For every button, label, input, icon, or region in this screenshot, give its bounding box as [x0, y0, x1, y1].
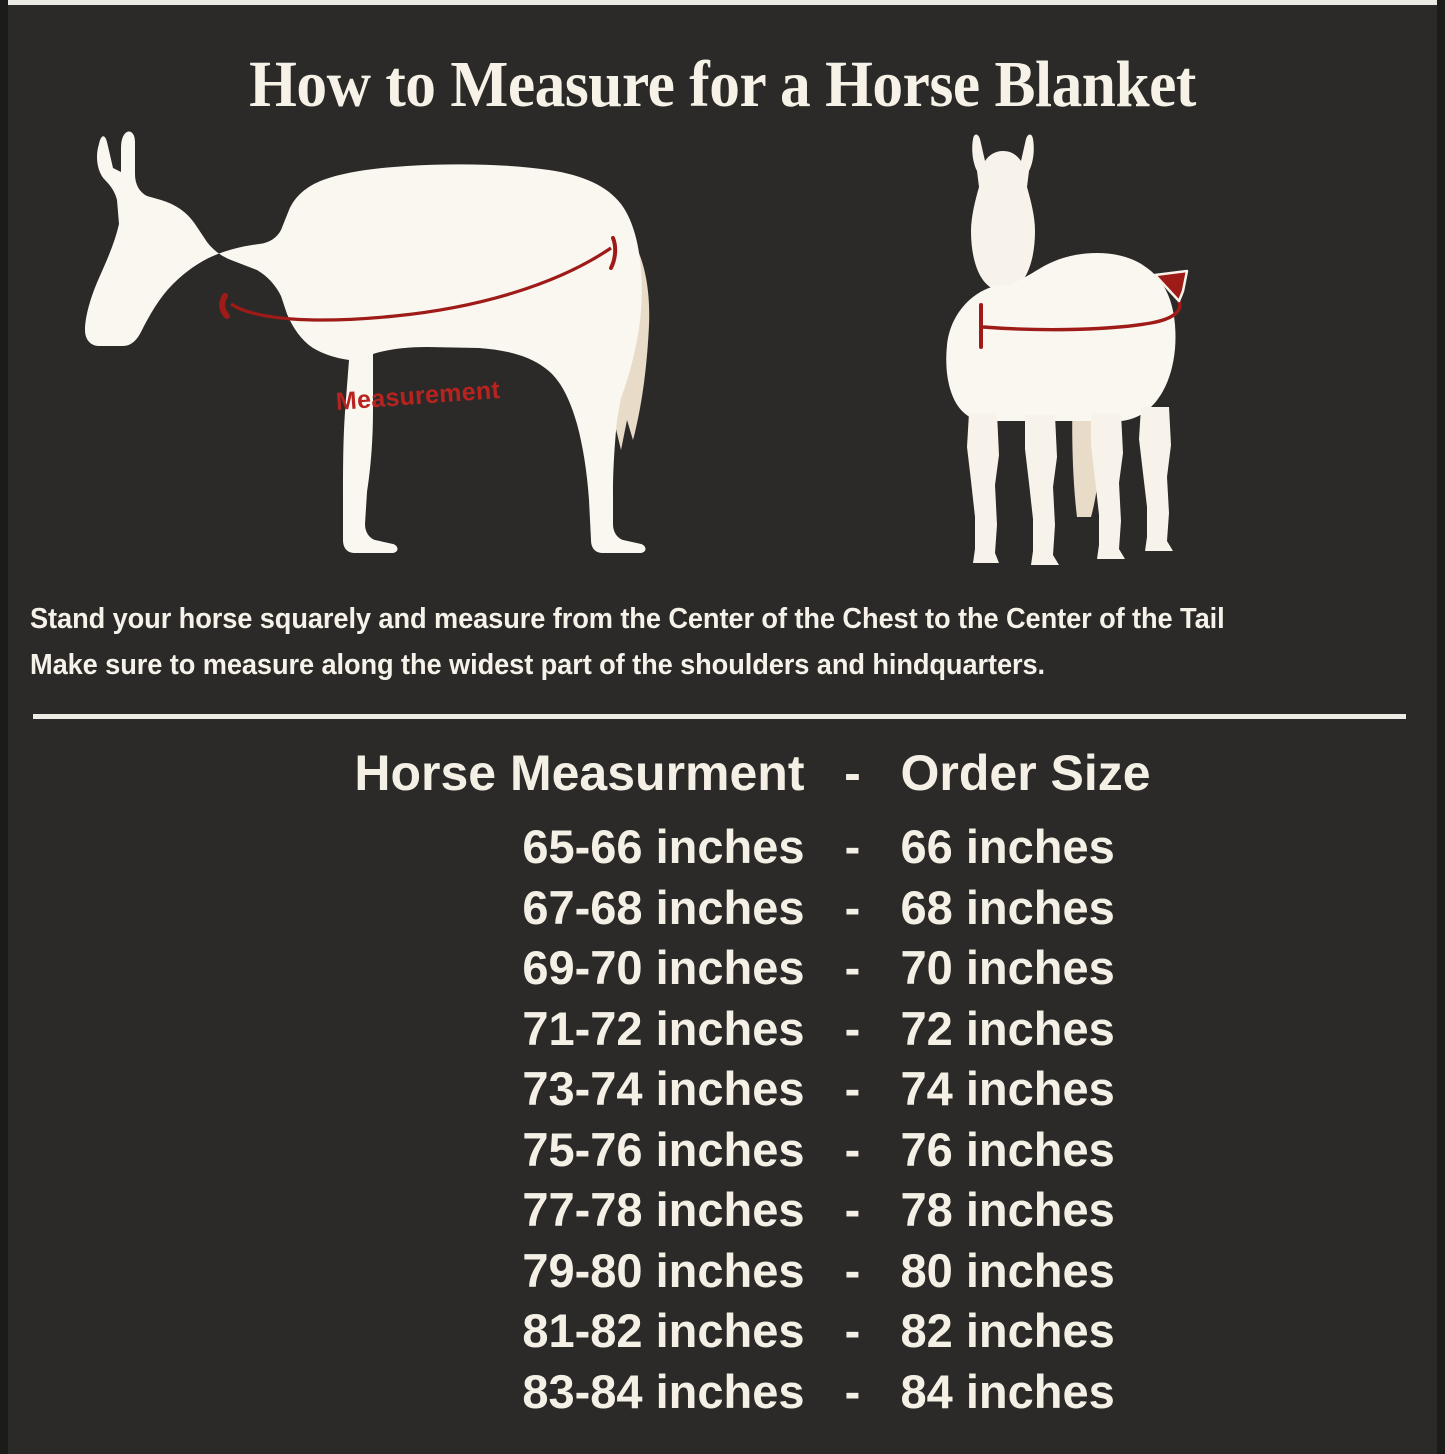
table-row: 73-74 inches - 74 inches — [0, 1059, 1445, 1120]
cell-order-size: 70 inches — [900, 941, 1115, 994]
cell-dash: - — [844, 1001, 861, 1055]
horse-rear-head-shape — [971, 134, 1035, 291]
cell-dash: - — [844, 1062, 861, 1115]
cell-measurement: 71-72 inches — [522, 1001, 805, 1055]
measurement-wrap-line — [982, 300, 1182, 332]
table-row: 75-76 inches - 76 inches — [0, 1120, 1445, 1181]
illustration-area: Measurement — [0, 120, 1445, 580]
cell-dash: - — [844, 820, 861, 873]
header-dash: - — [844, 745, 861, 801]
cell-measurement: 67-68 inches — [522, 880, 805, 934]
cell-dash: - — [844, 1364, 861, 1418]
cell-measurement: 81-82 inches — [522, 1304, 805, 1357]
page-title: How to Measure for a Horse Blanket — [249, 48, 1196, 121]
measurement-start-tick — [219, 293, 230, 319]
cell-dash: - — [844, 880, 861, 934]
cell-order-size: 82 inches — [900, 1304, 1115, 1357]
cell-order-size: 78 inches — [900, 1183, 1115, 1236]
measurement-curve-line — [230, 246, 612, 322]
cell-order-size: 74 inches — [900, 1062, 1115, 1115]
header-order-size-label: Order Size — [900, 745, 1151, 801]
cell-measurement: 79-80 inches — [522, 1243, 805, 1297]
cell-dash: - — [844, 1183, 861, 1236]
horse-rear-view-icon — [946, 134, 1189, 565]
cell-order-size: 80 inches — [900, 1243, 1115, 1297]
horse-rear-legs-group — [967, 407, 1173, 565]
measurement-end-tick — [609, 236, 618, 270]
top-edge-strip — [0, 0, 1445, 5]
section-divider — [33, 714, 1406, 719]
horse-body-shape — [85, 131, 646, 553]
cell-measurement: 73-74 inches — [522, 1062, 805, 1115]
cell-order-size: 68 inches — [900, 880, 1115, 934]
table-row: 79-80 inches - 80 inches — [0, 1241, 1445, 1302]
cell-dash: - — [844, 1304, 861, 1357]
cell-order-size: 66 inches — [900, 820, 1115, 873]
measurement-arrowhead-icon — [1153, 269, 1189, 303]
table-row: 67-68 inches - 68 inches — [0, 878, 1445, 939]
left-edge-border — [0, 0, 8, 1454]
table-row: 81-82 inches - 82 inches — [0, 1301, 1445, 1362]
table-row: 77-78 inches - 78 inches — [0, 1180, 1445, 1241]
table-row: 69-70 inches - 70 inches — [0, 938, 1445, 999]
cell-measurement: 77-78 inches — [522, 1183, 805, 1236]
cell-measurement: 69-70 inches — [522, 941, 805, 994]
cell-dash: - — [844, 1243, 861, 1297]
header-measurement-label: Horse Measurment — [354, 745, 805, 801]
cell-dash: - — [844, 941, 861, 994]
cell-measurement: 65-66 inches — [522, 820, 805, 873]
cell-dash: - — [844, 1122, 861, 1176]
horse-rear-body-shape — [946, 253, 1176, 421]
table-header-row: Horse Measurment - Order Size — [0, 735, 1445, 811]
cell-measurement: 75-76 inches — [522, 1122, 805, 1176]
instructions-line-2: Make sure to measure along the widest pa… — [30, 649, 1046, 681]
right-edge-border — [1437, 0, 1445, 1454]
table-row: 65-66 inches - 66 inches — [0, 817, 1445, 878]
instructions-block: Stand your horse squarely and measure fr… — [30, 596, 1357, 688]
cell-order-size: 84 inches — [900, 1364, 1115, 1418]
table-row: 71-72 inches - 72 inches — [0, 999, 1445, 1060]
horse-side-view-icon — [85, 131, 650, 553]
size-chart-table: Horse Measurment - Order Size 65-66 inch… — [0, 735, 1445, 1422]
table-row: 83-84 inches - 84 inches — [0, 1362, 1445, 1423]
cell-order-size: 72 inches — [900, 1001, 1115, 1055]
instructions-line-1: Stand your horse squarely and measure fr… — [30, 603, 1225, 635]
cell-measurement: 83-84 inches — [522, 1364, 805, 1418]
cell-order-size: 76 inches — [900, 1122, 1115, 1176]
